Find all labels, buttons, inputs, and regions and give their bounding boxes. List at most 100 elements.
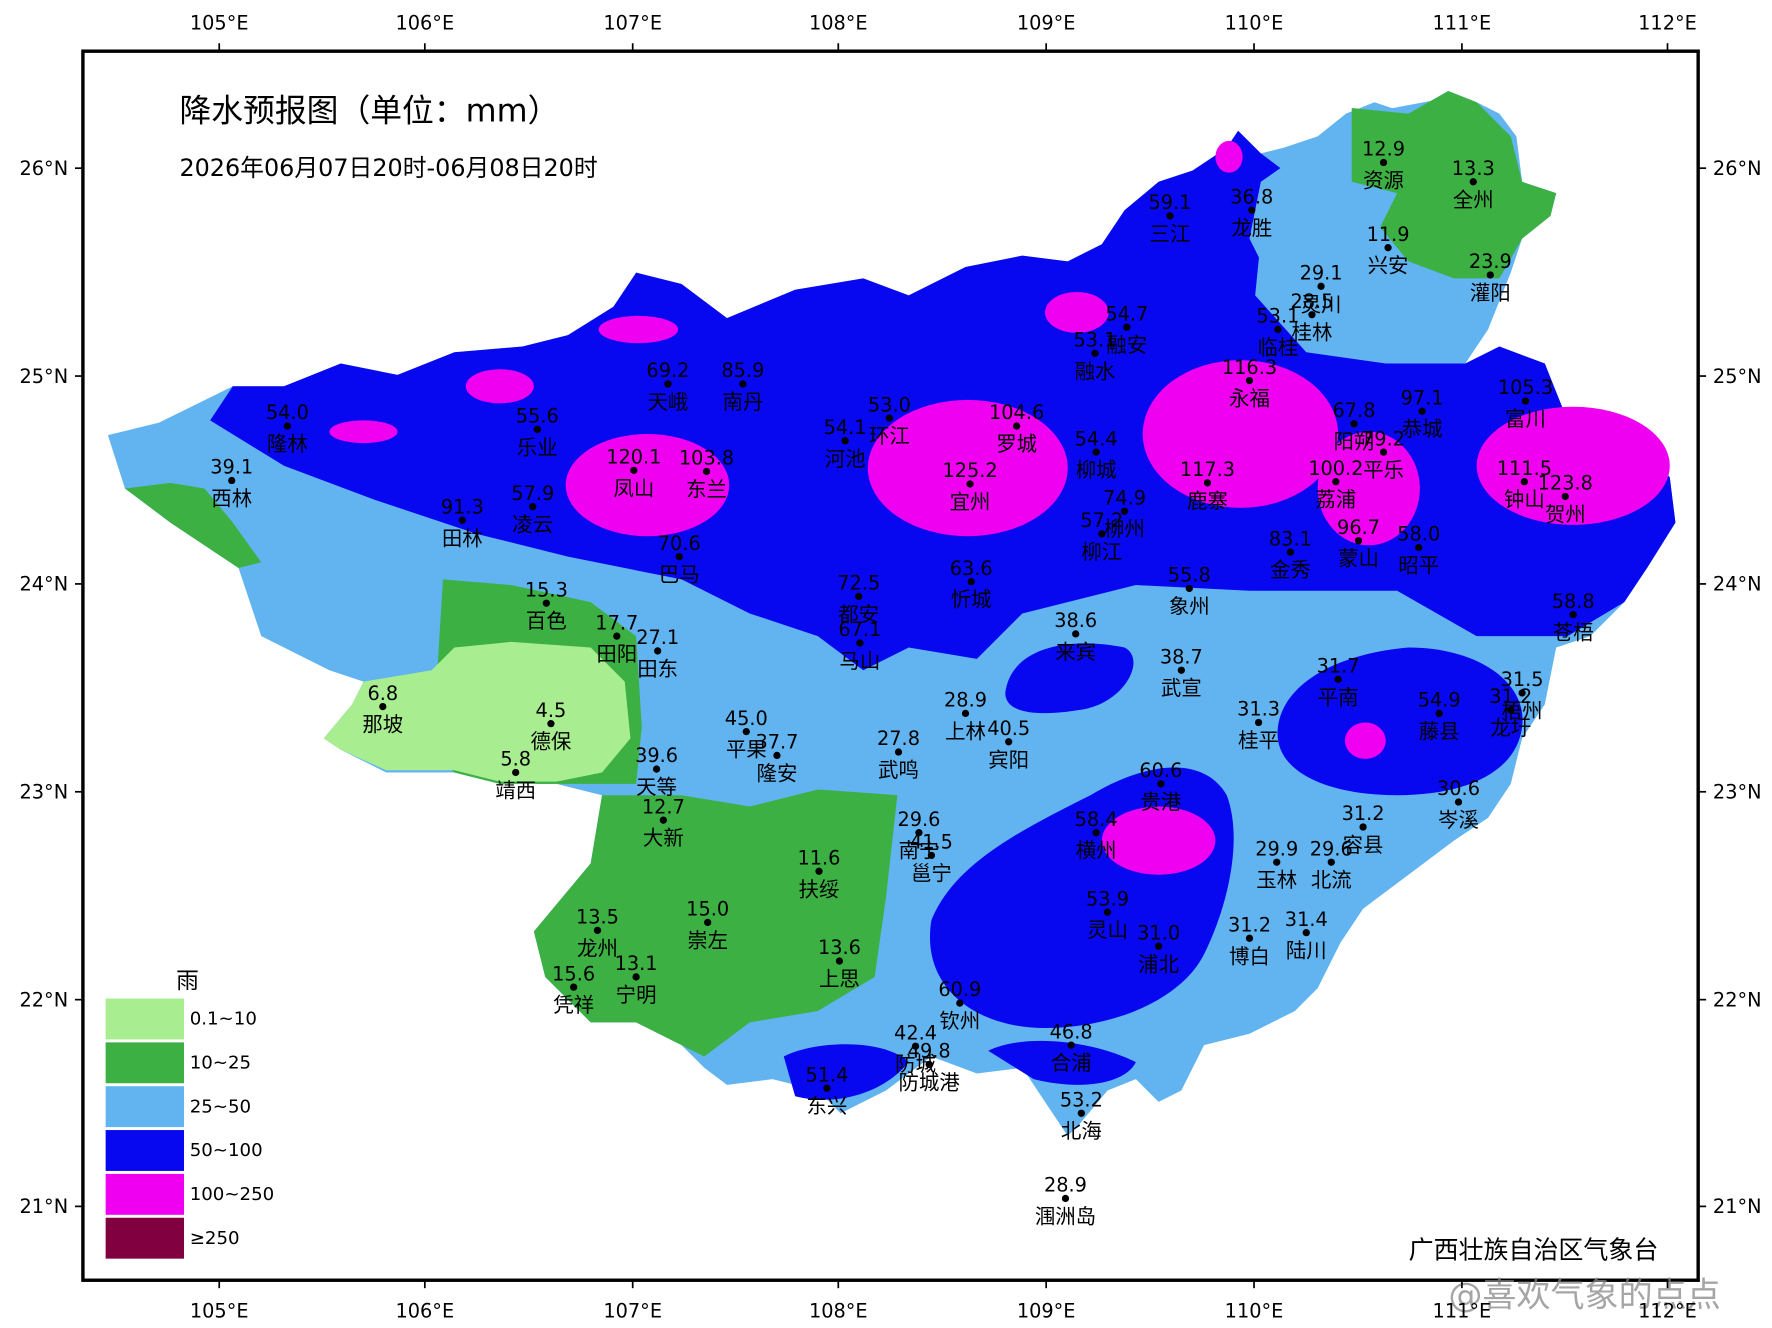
station-dot [613,632,621,640]
station-dot [1273,858,1281,866]
station-name: 东兴 [806,1094,847,1118]
station-value: 83.1 [1269,527,1312,550]
lat-label: 24°N [1713,573,1762,596]
station-dot [885,414,894,422]
station-name: 藤县 [1419,719,1460,743]
station-value: 60.9 [938,978,981,1001]
station-dot [702,467,711,476]
station-dot [1245,376,1254,385]
station-name: 恭城 [1402,417,1443,441]
station-name: 平果 [726,738,767,762]
station-dot [1332,478,1340,486]
lat-label: 25°N [20,365,69,388]
station-name: 贵港 [1140,790,1181,814]
lat-label: 25°N [1713,365,1762,388]
legend-label: 25~50 [190,1096,251,1117]
station-dot [967,578,975,586]
region-50-100 [783,1040,1136,1100]
station-dot [1518,689,1526,697]
station-dot [1384,244,1392,252]
station-value: 45.0 [725,707,768,730]
station-name: 平乐 [1363,458,1404,482]
lon-label: 105°E [190,1300,249,1323]
lon-label: 112°E [1638,12,1697,35]
station-value: 28.5 [1290,290,1333,313]
station-name: 天峨 [647,390,688,414]
station-dot [1123,323,1131,331]
station-dot [1067,1041,1075,1049]
region-100-250 [565,433,730,537]
station-value: 4.5 [536,699,567,722]
station-dot [1203,479,1212,487]
lon-label: 106°E [395,1300,454,1323]
station-dot [1521,397,1530,405]
station-name: 环江 [869,424,910,448]
station-name: 天等 [636,775,677,799]
station-dot [664,380,672,388]
station-dot [927,851,936,860]
station-value: 96.7 [1337,516,1380,539]
region-100-250 [1317,431,1420,546]
station-dot [458,516,466,524]
legend-swatch [105,998,185,1040]
station-name: 桂平 [1238,728,1279,752]
station-name: 崇左 [687,928,728,952]
legend-swatch [105,1086,185,1128]
station-value: 69.2 [646,359,689,382]
station-name: 上林 [945,719,986,743]
station-dot [659,816,667,824]
lon-label: 106°E [395,12,454,35]
station-name: 苍梧 [1553,621,1594,645]
legend-swatch [105,1130,185,1171]
station-value: 111.5 [1497,457,1552,480]
legend: 雨 0.1~10 10~25 25~50 50~100 100~250 ≥250 [105,968,274,1259]
station-dot [1379,448,1388,456]
station-name: 玉林 [1256,868,1297,892]
region-100-250 [1476,406,1670,525]
station-dot [379,702,387,711]
station-name: 蒙山 [1338,547,1379,571]
station-name: 都安 [838,602,879,626]
station-name: 防城港 [899,1070,961,1094]
station-value: 31.2 [1489,685,1532,708]
station-value: 54.1 [824,416,867,439]
station-value: 97.1 [1401,386,1444,409]
station-name: 那坡 [362,713,403,737]
station-dot [961,709,970,718]
station-value: 28.9 [944,689,987,712]
region-100-250 [1045,291,1109,333]
station-name: 龙圩 [1490,716,1531,740]
station-value: 36.8 [1230,185,1273,208]
station-dot [654,647,662,655]
station-name: 柳江 [1081,540,1122,564]
station-dot [835,957,844,965]
station-value: 15.0 [686,898,729,921]
station-value: 120.1 [606,446,661,469]
region-50-100 [1005,643,1134,714]
station-dot [1092,448,1100,456]
station-name: 龙胜 [1231,216,1272,240]
region-50-100 [1277,647,1523,796]
station-value: 15.3 [525,578,568,601]
station-dot [911,1042,920,1050]
station-name: 田林 [442,526,483,550]
station-dot [1354,537,1363,545]
station-value: 60.6 [1139,759,1182,782]
station-name: 隆林 [267,432,308,456]
station-value: 6.8 [367,682,398,705]
station-value: 29.6 [897,808,940,831]
legend-title: 雨 [176,968,199,994]
station-value: 63.6 [950,557,993,580]
station-name: 合浦 [1051,1051,1092,1075]
station-name: 三江 [1150,222,1191,246]
station-value: 54.0 [266,401,309,424]
lat-label: 26°N [20,157,69,180]
station-value: 53.9 [1086,887,1129,910]
station-value: 58.4 [1075,808,1118,831]
station-value: 57.2 [1080,509,1123,532]
station-name: 德保 [530,730,571,754]
station-value: 31.4 [1285,908,1328,931]
lon-label: 107°E [603,12,662,35]
map-subtitle: 2026年06月07日20时-06月08日20时 [179,154,597,182]
precip-regions [107,90,1676,1136]
